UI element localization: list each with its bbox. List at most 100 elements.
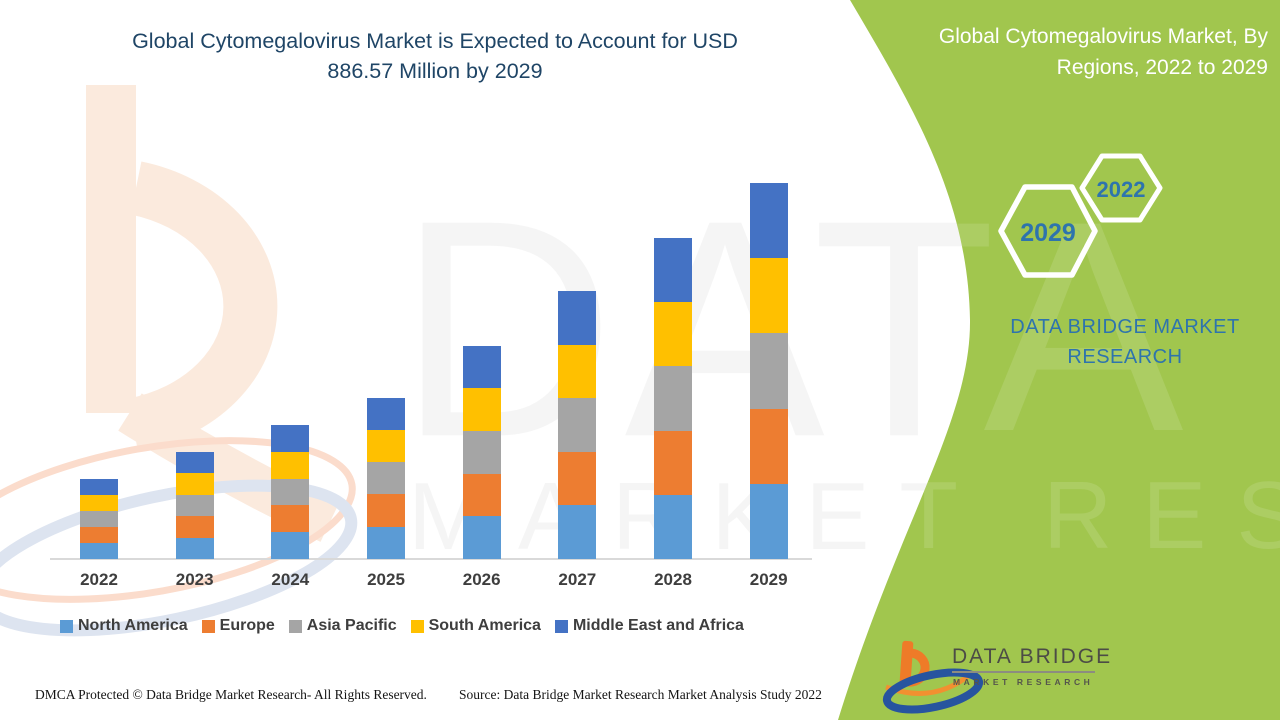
x-axis-label-2026: 2026 bbox=[462, 570, 501, 589]
watermark-b-bowl bbox=[127, 161, 278, 452]
legend-swatch bbox=[554, 619, 568, 633]
legend-label: South America bbox=[428, 617, 541, 634]
bar-segment-europe bbox=[749, 408, 788, 484]
x-axis-label-2025: 2025 bbox=[367, 570, 405, 589]
bar-segment-north-america bbox=[749, 483, 788, 559]
brand-text-line2: RESEARCH bbox=[1067, 346, 1183, 368]
page-title: Global Cytomegalovirus Market is Expecte… bbox=[45, 26, 825, 86]
bar-segment-south-america bbox=[175, 473, 214, 495]
bar-segment-north-america bbox=[367, 526, 405, 559]
bar-segment-europe bbox=[367, 494, 405, 527]
page-title-line1: Global Cytomegalovirus Market is Expecte… bbox=[132, 29, 738, 53]
legend-label: Asia Pacific bbox=[306, 617, 397, 634]
watermark-pink-ellipse bbox=[0, 437, 356, 603]
bar-segment-south-america bbox=[558, 344, 597, 399]
x-axis-label-2024: 2024 bbox=[271, 570, 310, 589]
bar-segment-asia-pacific bbox=[80, 511, 118, 527]
green-panel-shape bbox=[838, 0, 1280, 720]
bar-segment-middle-east-and-africa bbox=[175, 452, 214, 474]
side-panel-title-line1: Global Cytomegalovirus Market, By bbox=[938, 25, 1268, 48]
bar-segment-europe bbox=[80, 527, 118, 543]
legend-swatch bbox=[60, 619, 73, 633]
legend-item-south-america: South America bbox=[410, 617, 541, 635]
bar-2027 bbox=[558, 291, 597, 559]
hexagon-2029-label: 2029 bbox=[1020, 219, 1076, 247]
bar-segment-asia-pacific bbox=[367, 462, 405, 495]
x-axis-label-2022: 2022 bbox=[80, 570, 118, 589]
bar-2023 bbox=[175, 452, 214, 559]
bar-segment-north-america bbox=[654, 494, 693, 559]
logo-wordmark: DATA BRIDGE bbox=[952, 645, 1113, 668]
bar-segment-north-america bbox=[175, 537, 214, 559]
bar-segment-europe bbox=[654, 430, 693, 495]
bar-segment-north-america bbox=[80, 543, 118, 559]
legend-label: Europe bbox=[219, 617, 275, 634]
legend-item-north-america: North America bbox=[60, 617, 188, 635]
legend-swatch bbox=[201, 619, 215, 633]
watermark-blue-ellipse bbox=[0, 479, 358, 637]
x-axis-line bbox=[50, 558, 812, 560]
bar-segment-south-america bbox=[367, 429, 405, 463]
bar-2026 bbox=[462, 345, 501, 559]
logo-subtitle: MARKET RESEARCH bbox=[953, 677, 1094, 687]
bar-segment-south-america bbox=[749, 258, 788, 334]
legend-swatch bbox=[288, 619, 302, 633]
x-axis-label-2023: 2023 bbox=[175, 570, 214, 589]
bar-segment-north-america bbox=[271, 532, 310, 559]
bar-2024 bbox=[271, 425, 310, 559]
logo-blue-ellipse bbox=[882, 668, 984, 714]
bar-segment-south-america bbox=[654, 302, 693, 367]
bar-segment-middle-east-and-africa bbox=[558, 291, 597, 345]
watermark-b-stem bbox=[86, 85, 136, 413]
bar-segment-europe bbox=[558, 451, 597, 506]
bar-segment-europe bbox=[462, 473, 501, 517]
bar-segment-north-america bbox=[462, 516, 501, 559]
x-axis-label-2029: 2029 bbox=[749, 570, 788, 589]
bar-segment-asia-pacific bbox=[654, 366, 693, 431]
bar-2028 bbox=[654, 238, 693, 559]
bar-segment-asia-pacific bbox=[271, 478, 310, 506]
bar-2025 bbox=[367, 397, 405, 559]
bar-segment-asia-pacific bbox=[558, 398, 597, 452]
logo-divider bbox=[952, 671, 1095, 673]
hexagon-2022 bbox=[1079, 153, 1163, 223]
legend-item-europe: Europe bbox=[201, 617, 275, 635]
brand-text: DATA BRIDGE MARKET RESEARCH bbox=[965, 312, 1280, 372]
brand-text-line1: DATA BRIDGE MARKET bbox=[1010, 316, 1240, 338]
legend-label: Middle East and Africa bbox=[572, 617, 744, 634]
dmca-notice: DMCA Protected © Data Bridge Market Rese… bbox=[35, 687, 427, 702]
side-panel-title: Global Cytomegalovirus Market, By Region… bbox=[870, 21, 1268, 83]
legend-item-asia-pacific: Asia Pacific bbox=[288, 617, 397, 635]
chart-legend: North America Europe Asia Pacific South Ame… bbox=[60, 617, 744, 635]
bar-segment-south-america bbox=[80, 495, 118, 511]
legend-label: North America bbox=[78, 617, 188, 634]
logo-b-stem bbox=[899, 640, 914, 685]
x-axis-label-2027: 2027 bbox=[558, 570, 597, 589]
legend-item-middle-east-and-africa: Middle East and Africa bbox=[554, 617, 744, 635]
bar-segment-north-america bbox=[558, 505, 597, 559]
side-panel-title-line2: Regions, 2022 to 2029 bbox=[1056, 56, 1268, 79]
hexagon-2022-label: 2022 bbox=[1097, 177, 1146, 202]
x-axis-label-2028: 2028 bbox=[654, 570, 692, 589]
hexagon-2029 bbox=[998, 184, 1098, 278]
bar-segment-asia-pacific bbox=[462, 430, 501, 474]
legend-swatch bbox=[410, 619, 424, 633]
bar-segment-middle-east-and-africa bbox=[80, 479, 118, 495]
bar-segment-asia-pacific bbox=[175, 494, 214, 517]
bar-2022 bbox=[80, 479, 118, 559]
bar-segment-europe bbox=[175, 516, 214, 538]
bar-segment-south-america bbox=[271, 451, 310, 479]
bar-segment-europe bbox=[271, 505, 310, 533]
bar-segment-middle-east-and-africa bbox=[749, 183, 788, 259]
bar-segment-south-america bbox=[462, 388, 501, 431]
bar-segment-middle-east-and-africa bbox=[271, 425, 310, 452]
bar-segment-middle-east-and-africa bbox=[367, 397, 405, 430]
bar-segment-middle-east-and-africa bbox=[654, 238, 693, 303]
bar-segment-middle-east-and-africa bbox=[462, 345, 501, 389]
source-note: Source: Data Bridge Market Research Mark… bbox=[459, 687, 822, 702]
